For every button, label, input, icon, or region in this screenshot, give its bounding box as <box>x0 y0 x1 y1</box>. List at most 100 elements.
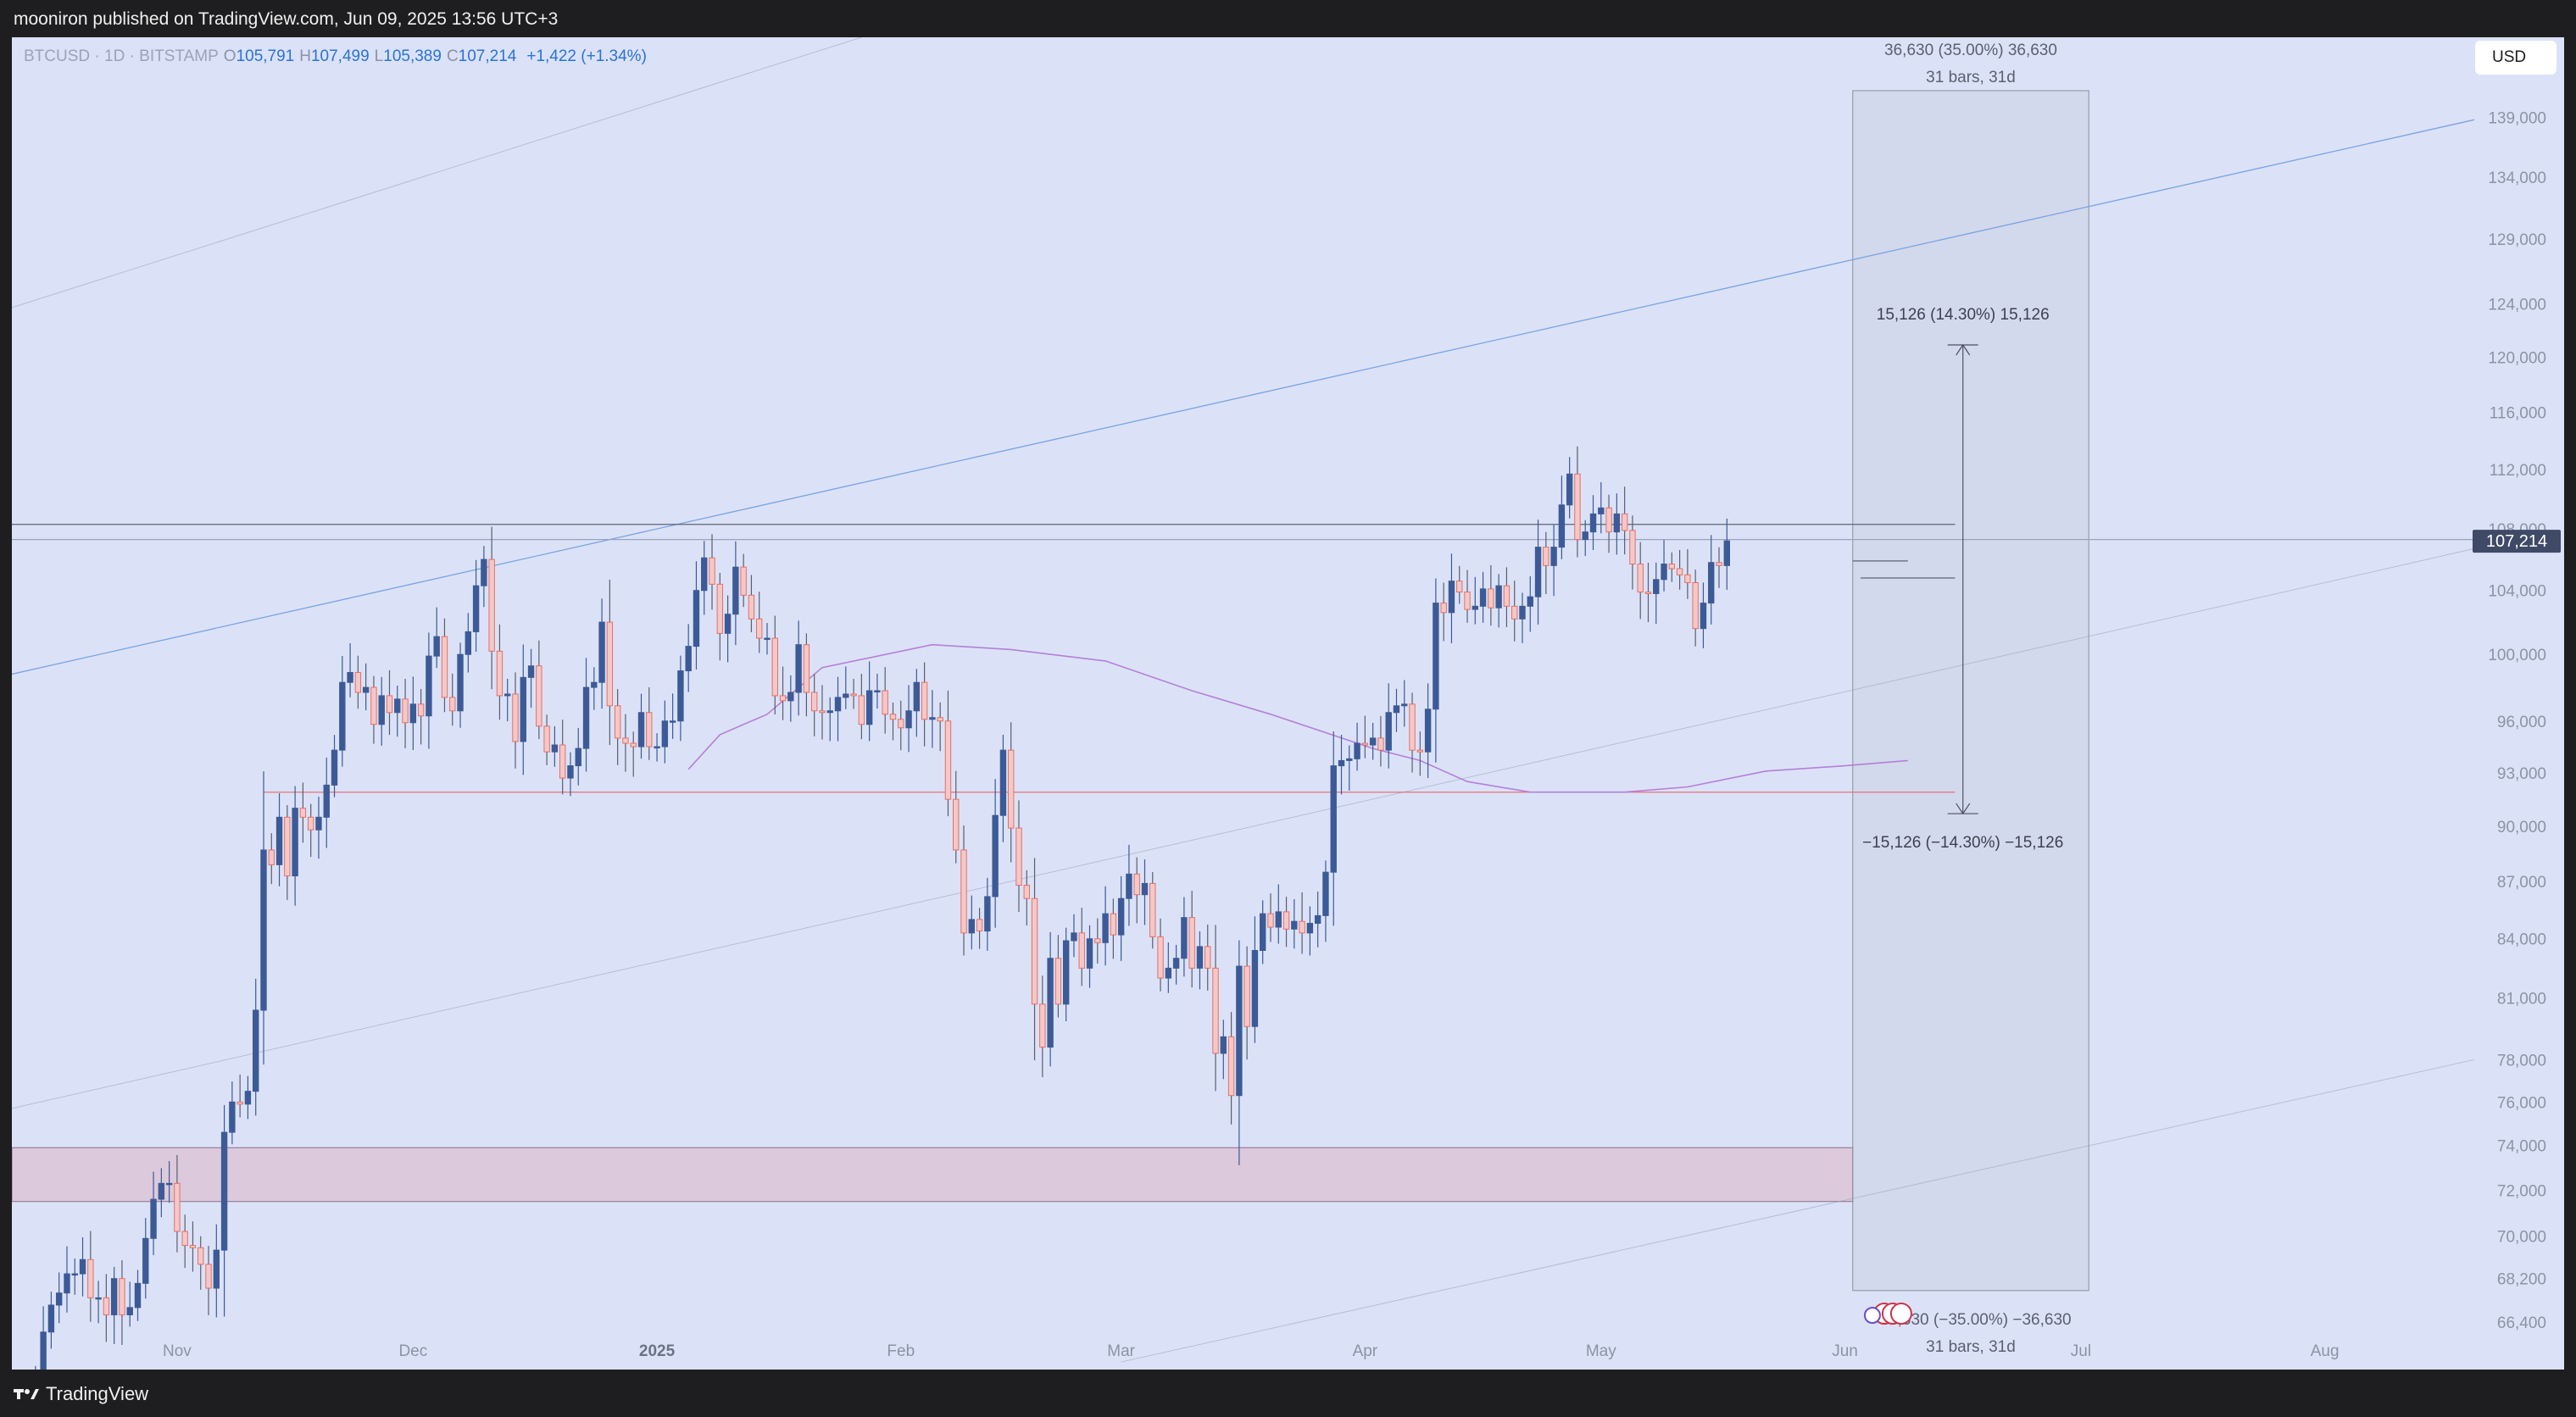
candle-body <box>1401 703 1408 707</box>
candle-body <box>1700 603 1707 630</box>
candle-body <box>1117 897 1125 936</box>
candle-body <box>968 919 976 934</box>
candle-down <box>803 633 810 717</box>
candle-body <box>1299 920 1305 934</box>
candle-up <box>1433 578 1439 763</box>
candle-body <box>1433 603 1439 710</box>
candle-body <box>771 637 778 697</box>
candle-up <box>598 598 605 709</box>
candle-up <box>834 676 842 742</box>
candle-down <box>1078 908 1085 986</box>
candle-up <box>1346 745 1353 791</box>
candle-body <box>1047 958 1054 1048</box>
candle-down <box>1621 486 1628 555</box>
candle-up <box>929 690 936 748</box>
last-price-label: 107,214 <box>2486 532 2547 551</box>
measure-up-arrowhead <box>1956 343 1971 356</box>
x-tick-label: May <box>1586 1342 1616 1360</box>
candle-body <box>984 896 991 932</box>
y-tick-label: 90,000 <box>2497 819 2546 836</box>
candle-body <box>1243 965 1250 1027</box>
candle-body <box>1054 958 1062 1005</box>
chart-svg[interactable]: 36,630 (35.00%) 36,630 31 bars, 31d 15,126… <box>12 37 2564 1370</box>
candle-down <box>1299 892 1305 954</box>
candle-body <box>654 746 660 749</box>
last-price-tag <box>2473 530 2561 553</box>
candle-body <box>307 816 314 831</box>
y-tick-label: 93,000 <box>2497 765 2546 783</box>
currency-button[interactable]: USD <box>2475 41 2557 75</box>
candle-up <box>1236 940 1243 1165</box>
candle-down <box>944 690 952 817</box>
candle-body <box>913 681 921 712</box>
candle-up <box>1613 493 1621 555</box>
candle-body <box>512 693 519 742</box>
candle-body <box>174 1182 181 1232</box>
candle-down <box>622 714 629 772</box>
candle-down <box>756 592 763 653</box>
chart-area[interactable]: 36,630 (35.00%) 36,630 31 bars, 31d 15,126… <box>12 37 2564 1370</box>
candle-body <box>1503 585 1511 607</box>
candle-up <box>433 607 440 669</box>
close-key: C <box>446 47 459 65</box>
y-tick-label: 116,000 <box>2490 405 2546 423</box>
candle-body <box>189 1245 197 1248</box>
candle-body <box>433 636 440 657</box>
candle-body <box>1023 885 1030 899</box>
candle-body <box>693 590 700 647</box>
candle-up <box>1322 860 1329 942</box>
candle-body <box>299 808 307 818</box>
open-key: O <box>223 47 236 65</box>
candle-down <box>850 679 857 709</box>
candle-up <box>1653 562 1660 625</box>
candle-up <box>913 669 921 737</box>
candle-body <box>787 692 794 702</box>
candle-body <box>472 585 480 632</box>
candle-down <box>236 1074 243 1118</box>
candle-body <box>40 1331 47 1370</box>
candle-body <box>543 725 550 753</box>
candle-body <box>1133 873 1140 896</box>
candle-body <box>1031 897 1038 1005</box>
candle-up <box>1519 592 1526 643</box>
candle-down <box>858 674 865 740</box>
candle-body <box>1172 958 1180 969</box>
candle-body <box>559 744 566 779</box>
candle-up <box>1534 520 1542 625</box>
candle-down <box>1133 857 1140 924</box>
candle-body <box>898 719 904 729</box>
tradingview-brand[interactable]: TradingView <box>14 1383 148 1405</box>
candle-body <box>347 671 353 683</box>
measure-down-label: −15,126 (−14.30%) −15,126 <box>1862 834 2063 852</box>
candle-body <box>685 646 692 672</box>
candle-up <box>426 632 432 749</box>
y-tick-label: 100,000 <box>2488 647 2546 664</box>
candle-body <box>268 849 275 865</box>
candle-up <box>150 1171 157 1256</box>
candle-up <box>1251 916 1259 1043</box>
candle-up <box>968 895 976 950</box>
candle-body <box>1456 581 1463 593</box>
candle-body <box>1534 547 1542 597</box>
candle-body <box>292 808 298 877</box>
candle-body <box>284 816 291 877</box>
y-tick-label: 81,000 <box>2497 991 2546 1009</box>
candle-body <box>1637 564 1644 593</box>
candle-body <box>1377 737 1384 751</box>
candle-body <box>1361 742 1369 746</box>
x-tick-label: Nov <box>163 1342 192 1360</box>
candle-up <box>1527 575 1533 632</box>
candle-body <box>591 681 598 688</box>
candle-down <box>1644 563 1652 623</box>
candle-body <box>1527 596 1533 607</box>
candle-up <box>843 666 849 709</box>
candle-up <box>1582 520 1588 556</box>
candle-down <box>1008 722 1015 863</box>
candle-body <box>1684 574 1691 584</box>
candle-body <box>1393 705 1400 714</box>
candle-down <box>1227 1012 1235 1125</box>
candle-body <box>520 676 526 742</box>
candle-body <box>150 1198 157 1239</box>
candle-body <box>465 631 472 655</box>
candle-body <box>1668 564 1676 570</box>
